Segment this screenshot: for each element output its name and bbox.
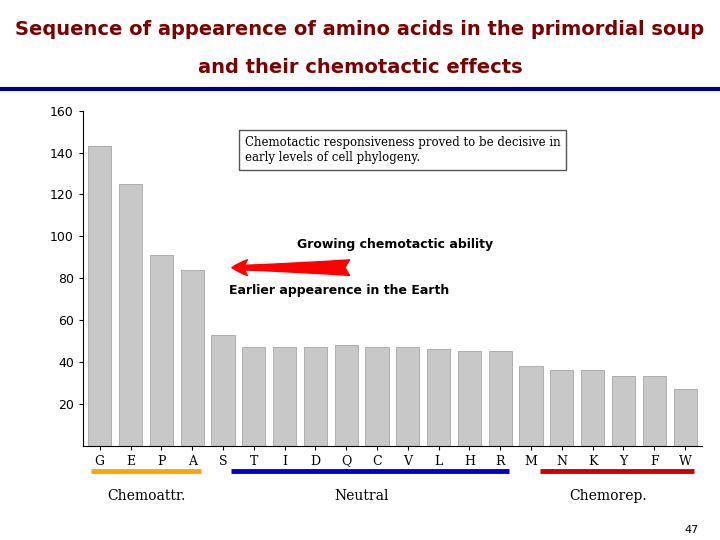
Bar — [88, 146, 112, 446]
Bar — [366, 347, 389, 446]
Bar — [643, 376, 666, 446]
Bar — [673, 389, 697, 446]
Bar — [181, 270, 204, 446]
Text: Sequence of appearence of amino acids in the primordial soup: Sequence of appearence of amino acids in… — [15, 20, 705, 39]
Bar — [335, 345, 358, 446]
Bar — [273, 347, 296, 446]
Bar — [581, 370, 604, 446]
Text: Neutral: Neutral — [334, 489, 389, 503]
Bar — [489, 352, 512, 446]
Bar — [304, 347, 327, 446]
Text: and their chemotactic effects: and their chemotactic effects — [198, 58, 522, 77]
Bar — [119, 184, 142, 446]
Bar — [427, 349, 450, 445]
Bar — [150, 255, 173, 446]
Bar — [458, 352, 481, 446]
Text: Earlier appearence in the Earth: Earlier appearence in the Earth — [229, 285, 449, 298]
Text: Chemotactic responsiveness proved to be decisive in
early levels of cell phyloge: Chemotactic responsiveness proved to be … — [245, 136, 560, 164]
Bar — [396, 347, 419, 446]
Text: Chemoattr.: Chemoattr. — [107, 489, 185, 503]
Bar — [212, 335, 235, 446]
Text: Chemorep.: Chemorep. — [570, 489, 647, 503]
Bar — [612, 376, 635, 446]
Text: 47: 47 — [684, 524, 698, 535]
Bar — [550, 370, 573, 446]
Bar — [242, 347, 266, 446]
Bar — [519, 366, 543, 445]
Text: Growing chemotactic ability: Growing chemotactic ability — [297, 238, 493, 251]
